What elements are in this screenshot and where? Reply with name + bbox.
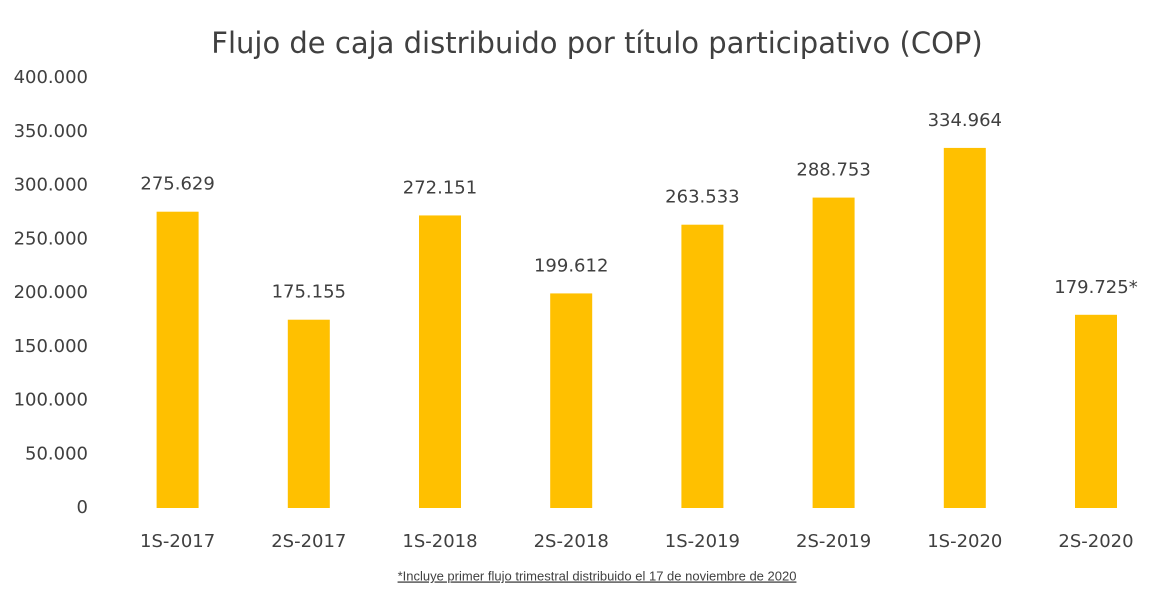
x-tick-label: 2S-2018: [534, 531, 609, 552]
bar: [1075, 314, 1117, 508]
x-tick-label: 1S-2018: [402, 531, 477, 552]
y-tick-label: 200.000: [14, 282, 88, 303]
bar: [681, 224, 724, 508]
value-label: 179.725*: [1054, 277, 1137, 298]
value-label: 199.612: [534, 255, 608, 276]
y-tick-label: 400.000: [14, 67, 88, 88]
value-label: 275.629: [140, 174, 214, 195]
x-tick-label: 2S-2020: [1058, 531, 1133, 552]
value-label: 334.964: [928, 110, 1002, 131]
value-label: 288.753: [796, 160, 870, 181]
x-tick-label: 1S-2020: [927, 531, 1002, 552]
bar: [156, 211, 199, 508]
value-label: 272.151: [403, 177, 477, 198]
y-tick-label: 350.000: [14, 121, 88, 142]
bar: [943, 147, 986, 508]
chart-title: Flujo de caja distribuido por título par…: [211, 26, 982, 60]
y-tick-label: 100.000: [14, 390, 88, 411]
bar: [419, 215, 461, 508]
footnote: *Incluye primer flujo trimestral distrib…: [398, 568, 797, 583]
x-tick-label: 1S-2019: [665, 531, 740, 552]
bar: [550, 293, 593, 508]
y-tick-label: 300.000: [14, 175, 88, 196]
y-tick-label: 150.000: [14, 336, 88, 357]
y-tick-label: 50.000: [25, 443, 88, 464]
y-tick-label: 250.000: [14, 228, 88, 249]
x-tick-label: 2S-2017: [271, 531, 346, 552]
value-label: 263.533: [665, 187, 739, 208]
value-label: 175.155: [272, 282, 346, 303]
bar: [287, 319, 330, 508]
y-tick-label: 0: [77, 497, 88, 518]
bar: [812, 197, 855, 509]
x-tick-label: 2S-2019: [796, 531, 871, 552]
x-tick-label: 1S-2017: [140, 531, 215, 552]
